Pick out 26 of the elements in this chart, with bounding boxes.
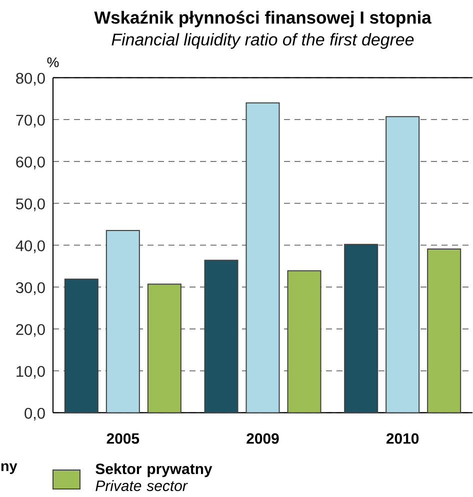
y-tick-label: 50,0 <box>16 198 45 212</box>
chart-title: Wskaźnik płynności finansowej I stopnia <box>94 10 432 28</box>
bar <box>246 102 280 414</box>
chart-subtitle: Financial liquidity ratio of the first degree <box>112 33 414 49</box>
bar <box>344 244 378 414</box>
y-tick-label: 80,0 <box>16 72 45 86</box>
bar <box>204 260 238 414</box>
y-tick-label: 70,0 <box>16 114 45 128</box>
bar <box>147 284 182 414</box>
y-axis-title: % <box>47 57 59 68</box>
bar <box>106 230 140 414</box>
y-tick-label: 30,0 <box>16 282 45 295</box>
y-tick-label: 20,0 <box>16 324 45 337</box>
bar <box>64 278 98 414</box>
x-tick-label: 2010 <box>386 433 419 444</box>
text: ny <box>1 463 18 474</box>
y-tick-label: 10,0 <box>16 366 45 379</box>
bar <box>386 116 420 414</box>
bar <box>287 270 322 414</box>
x-tick-label: 2005 <box>106 433 140 444</box>
y-tick-label: 0,0 <box>24 408 45 421</box>
bar <box>427 248 462 414</box>
x-tick-label: 2009 <box>246 433 279 444</box>
y-tick-label: 40,0 <box>16 240 45 254</box>
legend-label: Sektor prywatny Private sector <box>96 463 212 492</box>
y-tick-label: 60,0 <box>16 156 45 170</box>
